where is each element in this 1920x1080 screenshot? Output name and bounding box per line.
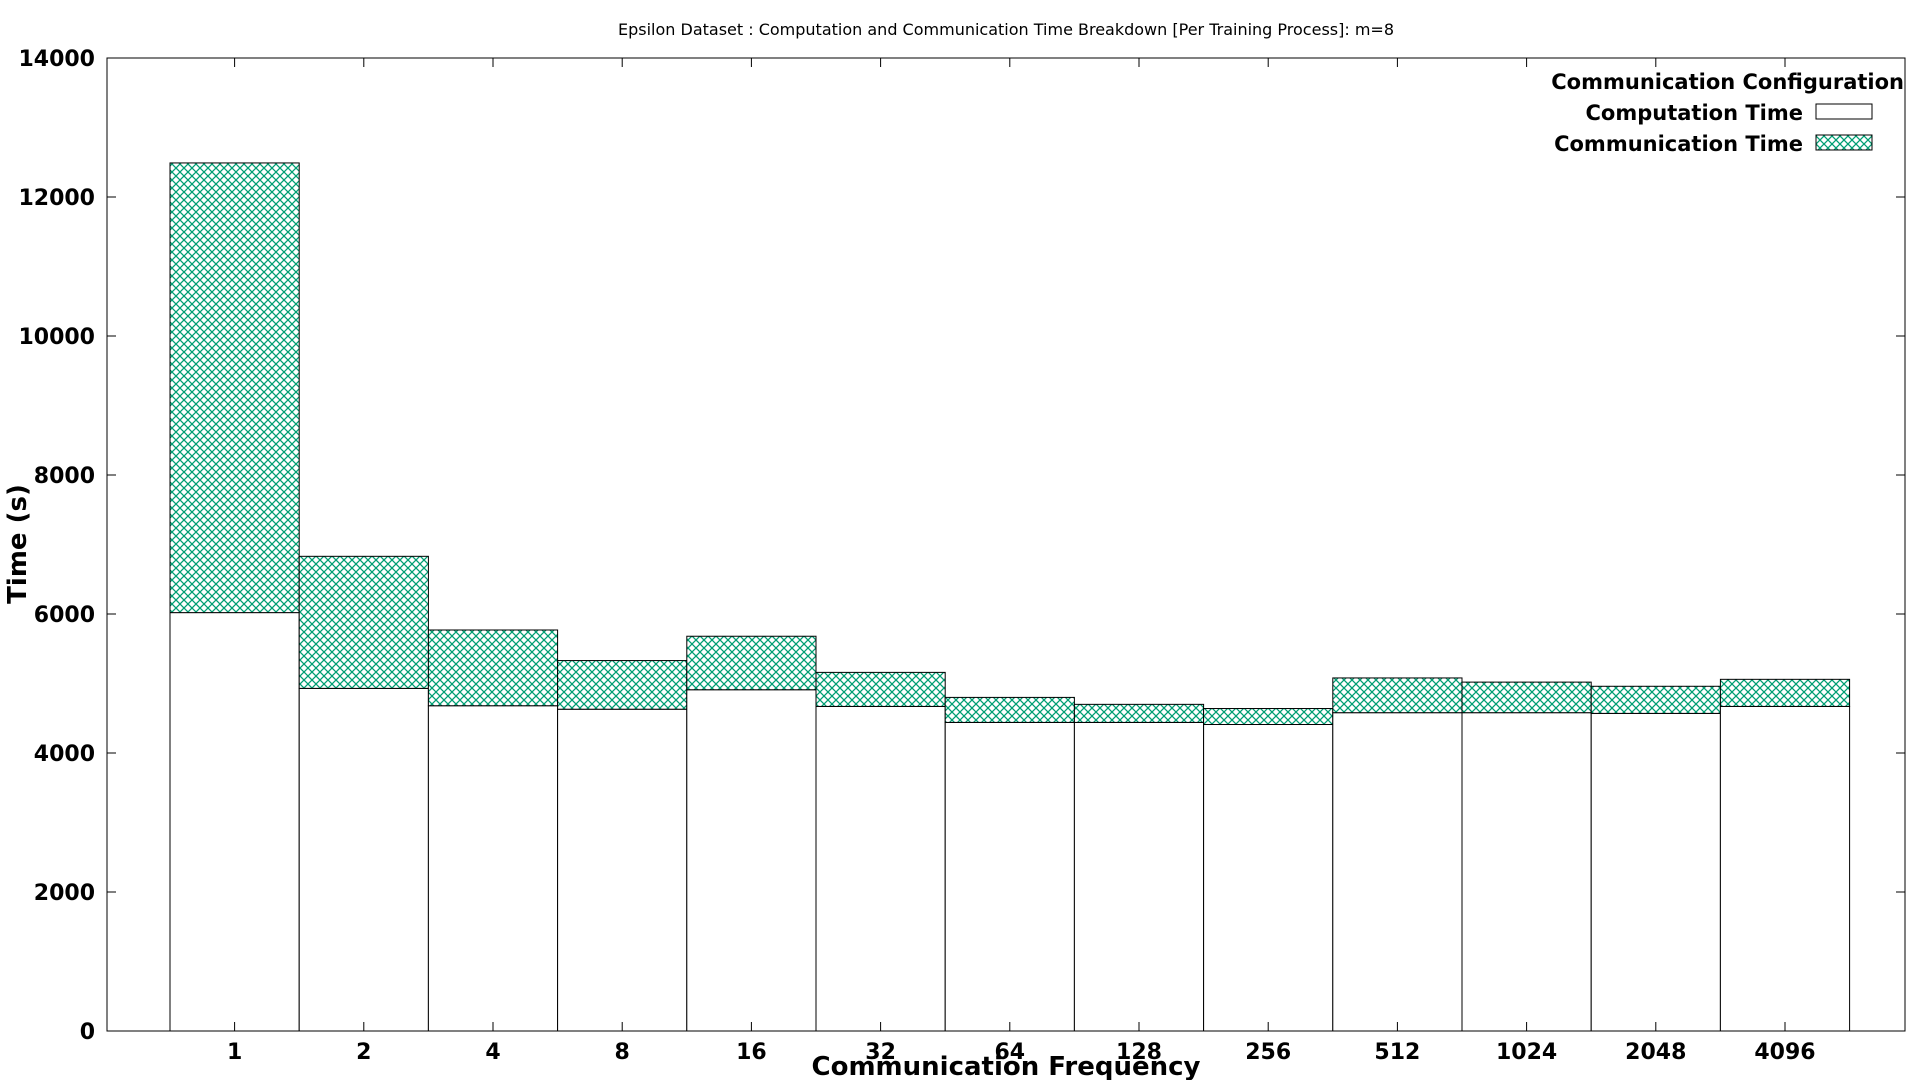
x-tick-label: 4096 [1754,1040,1815,1065]
legend-swatch-computation [1815,103,1873,120]
legend-label-communication: Communication Time [1554,132,1803,156]
x-tick-label: 64 [994,1040,1025,1065]
bar-computation-32 [815,705,946,1032]
y-tick-label: 12000 [18,186,95,211]
legend-swatch-communication [1815,134,1873,151]
bar-computation-512 [1332,712,1463,1032]
bar-communication-4 [427,629,559,707]
bar-communication-256 [1203,708,1334,726]
bar-communication-1 [169,162,300,614]
bar-communication-64 [944,696,1075,723]
y-tick-label: 14000 [18,47,95,72]
x-axis-label: Communication Frequency [812,1052,1201,1080]
bar-computation-2 [298,687,429,1032]
x-tick-label: 8 [615,1040,630,1065]
bar-computation-2048 [1590,712,1721,1032]
bar-communication-128 [1073,703,1205,723]
bar-communication-2 [298,555,429,689]
x-tick-label: 1 [227,1040,242,1065]
y-tick-label: 2000 [34,881,95,906]
x-tick-label: 128 [1116,1040,1162,1065]
chart-title: Epsilon Dataset : Computation and Commun… [618,20,1394,39]
y-axis-label: Time (s) [3,484,33,604]
bar-communication-32 [815,671,946,707]
x-tick-label: 4 [485,1040,500,1065]
x-tick-label: 1024 [1496,1040,1557,1065]
x-tick-label: 2 [356,1040,371,1065]
bar-computation-128 [1073,721,1205,1032]
bar-computation-4 [427,705,559,1032]
y-tick-label: 10000 [18,325,95,350]
legend-title: Communication Configuration [1551,70,1904,94]
x-tick-label: 256 [1245,1040,1291,1065]
bar-communication-1024 [1461,681,1592,714]
y-tick-label: 0 [80,1020,95,1045]
x-tick-label: 2048 [1625,1040,1686,1065]
x-tick-label: 32 [865,1040,896,1065]
bar-computation-8 [557,708,688,1032]
bar-communication-16 [686,635,817,691]
bar-communication-4096 [1719,678,1851,707]
bars-group [169,162,1851,1032]
bar-computation-64 [944,721,1075,1032]
bar-computation-1024 [1461,712,1592,1032]
bar-communication-512 [1332,677,1463,714]
bar-computation-4096 [1719,705,1851,1032]
y-tick-label: 4000 [34,742,95,767]
x-tick-label: 16 [736,1040,767,1065]
bar-computation-16 [686,689,817,1032]
y-tick-label: 8000 [34,464,95,489]
bar-computation-1 [169,612,300,1032]
bar-communication-2048 [1590,685,1721,714]
axes-group: 1 2 4 8 16 32 64 128 256 512 1024 2048 4096 0 2000 4000… [18,47,1906,1065]
bar-computation-256 [1203,724,1334,1032]
y-tick-label: 6000 [34,603,95,628]
x-tick-label: 512 [1374,1040,1420,1065]
legend-label-computation: Computation Time [1586,101,1804,125]
plot-frame [106,57,1906,1032]
bar-communication-8 [557,660,688,710]
legend: Communication Configuration Computation … [1551,70,1904,156]
